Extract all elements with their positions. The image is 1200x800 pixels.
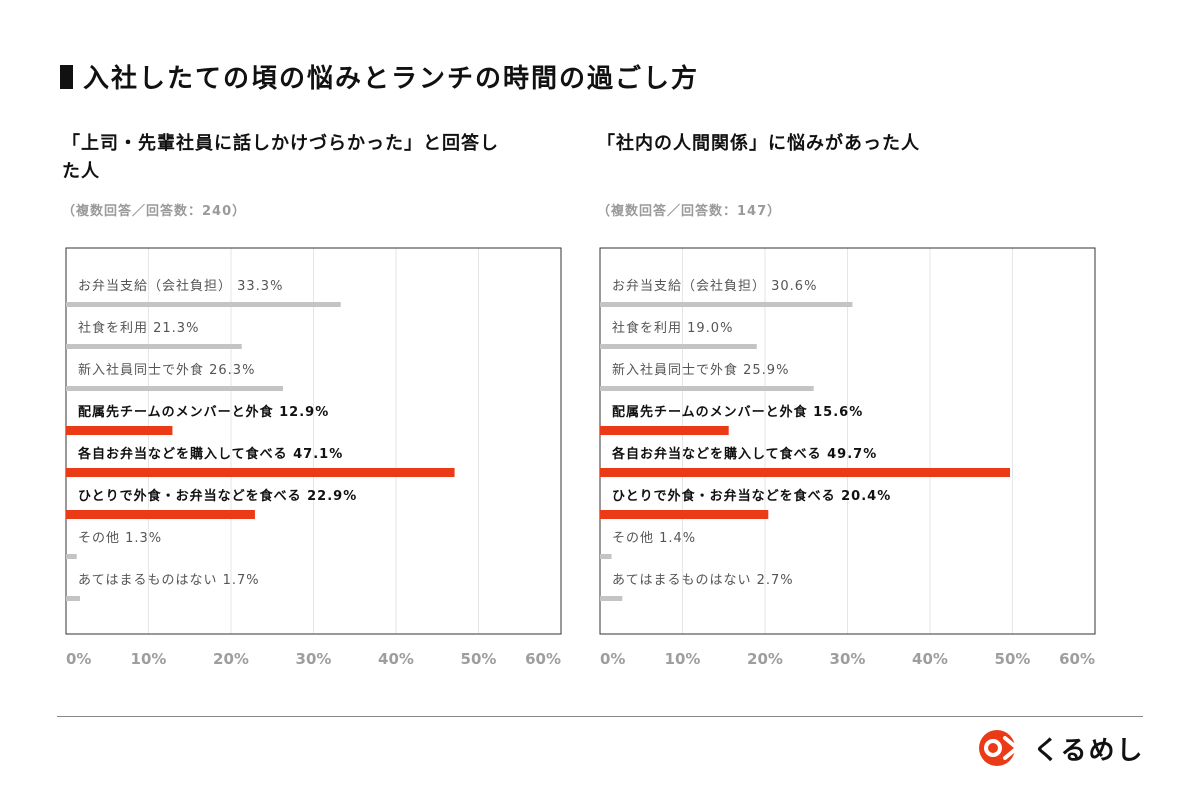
bar-label: 社食を利用 21.3% (78, 320, 199, 336)
brand-name: くるめし (1033, 735, 1145, 766)
bar-label: 新入社員同士で外食 26.3% (78, 362, 255, 378)
bar-label: 各自お弁当などを購入して食べる 47.1% (77, 446, 343, 462)
bar (66, 386, 283, 391)
x-tick-label: 40% (378, 650, 414, 668)
bar (600, 302, 853, 307)
bar-label: お弁当支給（会社負担） 30.6% (612, 278, 817, 294)
x-tick-label: 20% (747, 650, 783, 668)
bar-label: その他 1.4% (612, 531, 696, 546)
bar (600, 426, 729, 435)
bar (66, 426, 173, 435)
footer-divider (57, 716, 1143, 717)
bar-label: 新入社員同士で外食 25.9% (612, 362, 789, 378)
bar-label: あてはまるものはない 1.7% (78, 573, 260, 588)
x-tick-label: 0% (600, 650, 625, 668)
x-tick-label: 50% (995, 650, 1031, 668)
x-tick-label: 10% (131, 650, 167, 668)
chart-panel-right: 「社内の人間関係」に悩みがあった人 （複数回答／回答数：147） (535, 0, 1055, 700)
panel-note-left: （複数回答／回答数：240） (62, 204, 247, 219)
bar (600, 554, 612, 559)
bar (66, 510, 255, 519)
x-tick-label: 30% (296, 650, 332, 668)
x-tick-label: 60% (525, 650, 561, 668)
bar (600, 596, 623, 601)
x-tick-label: 40% (912, 650, 948, 668)
bar-label: あてはまるものはない 2.7% (612, 573, 794, 588)
bar (600, 468, 1011, 477)
plot-frame (65, 247, 562, 635)
panel-heading-right: 「社内の人間関係」に悩みがあった人 (597, 133, 920, 154)
bar (600, 510, 769, 519)
bar-label: ひとりで外食・お弁当などを食べる 22.9% (78, 488, 357, 504)
plot-frame (599, 247, 1096, 635)
bar (66, 302, 341, 307)
x-tick-label: 10% (665, 650, 701, 668)
brand-logo: くるめし (977, 728, 1144, 768)
x-tick-label: 50% (461, 650, 497, 668)
bar-label: お弁当支給（会社負担） 33.3% (78, 278, 283, 294)
bar-label: ひとりで外食・お弁当などを食べる 20.4% (612, 488, 891, 504)
title-square-icon (60, 64, 73, 89)
bar (66, 344, 242, 349)
page-title: 入社したての頃の悩みとランチの時間の過ごし方 (60, 58, 699, 95)
bar-label: 配属先チームのメンバーと外食 12.9% (78, 404, 329, 420)
panel-heading-left: 「上司・先輩社員に話しかけづらかった」と回答した人 (62, 133, 499, 182)
bar-label: 配属先チームのメンバーと外食 15.6% (612, 404, 863, 420)
x-tick-label: 20% (213, 650, 249, 668)
bar (66, 554, 77, 559)
bar (600, 386, 814, 391)
bar-label: その他 1.3% (78, 531, 162, 546)
x-tick-label: 0% (66, 650, 91, 668)
chart-right: お弁当支給（会社負担） 30.6% 社食を利用 19.0% 新入社員同士で外食 25… (599, 247, 1096, 668)
bar (66, 596, 81, 601)
panel-note-right: （複数回答／回答数：147） (597, 204, 782, 219)
bar (66, 468, 455, 477)
bar (600, 344, 757, 349)
bar-label: 社食を利用 19.0% (612, 320, 733, 336)
chart-left: お弁当支給（会社負担） 33.3% 社食を利用 21.3% 新入社員同士で外食 26… (65, 247, 562, 668)
x-tick-label: 30% (830, 650, 866, 668)
bar-label: 各自お弁当などを購入して食べる 49.7% (611, 446, 877, 462)
page-title-text: 入社したての頃の悩みとランチの時間の過ごし方 (83, 64, 700, 94)
chart-panel-left: 「上司・先輩社員に話しかけづらかった」と回答した人 （複数回答／回答数：240） (0, 0, 520, 700)
x-tick-label: 60% (1059, 650, 1095, 668)
kurumeshi-logo-icon (979, 730, 1021, 766)
